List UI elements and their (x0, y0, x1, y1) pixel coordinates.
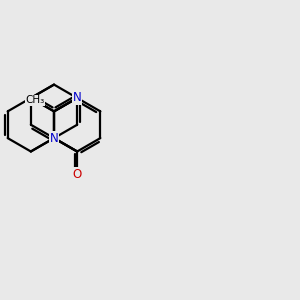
Text: CH₃: CH₃ (26, 95, 45, 105)
Text: N: N (50, 132, 58, 145)
Text: O: O (73, 168, 82, 181)
Text: N: N (73, 92, 82, 104)
